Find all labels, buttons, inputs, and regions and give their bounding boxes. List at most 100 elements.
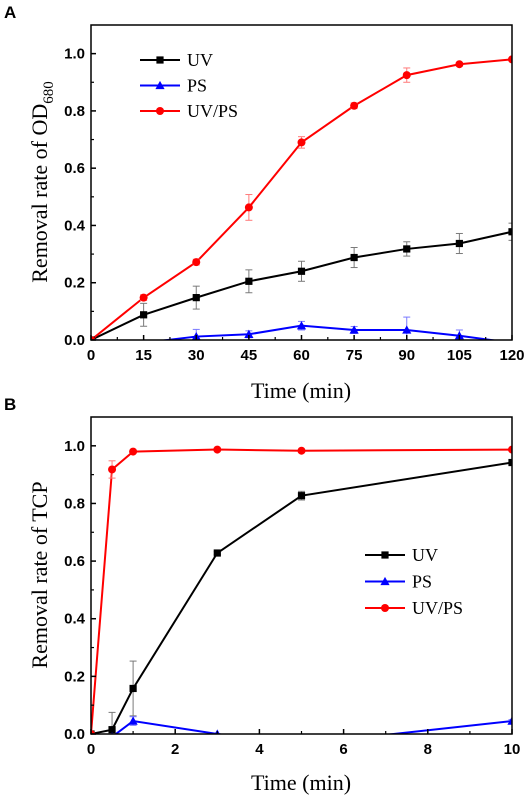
panel-a-series-lines — [91, 58, 512, 340]
panel-a-legend-marker-uv — [156, 56, 164, 64]
panel-a-point-uv-7 — [455, 239, 463, 248]
panel-a-markers — [91, 55, 512, 340]
panel-a-x-tick-label-2: 30 — [188, 347, 205, 364]
panel-a-x-axis-title: Time (min) — [251, 378, 351, 403]
panel-a-legend-item-uv: UV — [140, 50, 213, 70]
panel-b-letter: B — [4, 395, 16, 414]
panel-b-y-tick-label-3: 0.6 — [64, 553, 85, 570]
panel-a-y-tick-label-4: 0.8 — [64, 103, 85, 120]
panel-b-x-tick-label-5: 10 — [504, 741, 521, 758]
panel-b-point-uv-3 — [213, 549, 221, 557]
panel-b-legend-marker-uv-ps — [381, 604, 389, 612]
panel-a-point-uv-8 — [508, 228, 512, 236]
panel-b-ticks: 0 2 4 6 8 10 0.0 0.2 0.4 0.6 0.8 1.0 — [64, 438, 520, 758]
panel-a-point-uv-ps-0 — [91, 336, 95, 340]
panel-a-y-tick-label-0: 0.0 — [64, 332, 85, 349]
panel-b-point-uv-ps-5 — [508, 445, 512, 454]
panel-b-x-axis-title: Time (min) — [251, 770, 351, 795]
panel-b-y-tick-label-1: 0.2 — [64, 668, 85, 685]
panel-a-point-uv-ps-6 — [402, 71, 411, 80]
panel-a-point-uv-5 — [350, 253, 358, 262]
panel-b-legend-item-uv: UV — [365, 545, 438, 565]
panel-b-y-axis-title-main: Removal rate of TCP — [27, 481, 52, 668]
panel-b-legend-item-uv-ps: UV/PS — [365, 598, 463, 618]
panel-a-plot — [91, 55, 512, 340]
panel-a-x-tick-label-8: 120 — [499, 347, 524, 364]
panel-a-legend: UV PS UV/PS — [140, 50, 238, 121]
panel-a: A 0 15 30 45 60 75 90 105 1200.00.20.40.60.81.0 … — [4, 3, 525, 403]
panel-a-point-uv-3 — [245, 277, 253, 285]
panel-b-legend-label-ps: PS — [412, 572, 432, 592]
panel-a-y-tick-label-1: 0.2 — [64, 275, 85, 292]
panel-a-point-ps-4 — [296, 321, 307, 330]
panel-b-legend-marker-uv — [381, 551, 389, 559]
panel-a-point-uv-6 — [403, 245, 411, 253]
panel-a-point-uv-ps-3 — [244, 203, 253, 212]
panel-b-point-uv-4 — [297, 492, 306, 500]
panel-a-x-tick-label-4: 60 — [293, 347, 310, 364]
panel-a-point-uv-4 — [297, 267, 306, 275]
panel-a-point-ps-5 — [349, 325, 359, 334]
panel-b-point-uv-ps-4 — [297, 446, 306, 455]
panel-b-frame — [90, 416, 513, 735]
panel-b-x-tick-label-2: 4 — [255, 741, 264, 758]
panel-b-line-uv-ps — [91, 448, 512, 734]
panel-b-point-ps-2 — [128, 716, 138, 725]
panel-a-frame — [90, 24, 513, 341]
panel-a-x-tick-label-6: 90 — [398, 347, 415, 364]
panel-a-point-uv-1 — [140, 311, 148, 319]
panel-a-errorbar-uv-8 — [508, 222, 512, 241]
panel-a-x-tick-label-3: 45 — [241, 347, 258, 364]
panel-a-point-uv-ps-2 — [192, 258, 201, 267]
panel-b-point-uv-ps-2 — [129, 447, 138, 456]
panel-b-point-ps-5 — [507, 716, 512, 725]
panel-b-point-uv-1 — [108, 726, 116, 734]
panel-a-legend-label-uv: UV — [187, 50, 213, 70]
panel-a-legend-item-uv-ps: UV/PS — [140, 101, 238, 121]
panel-b-x-tick-label-0: 0 — [87, 741, 95, 758]
panel-b-legend-marker-ps — [380, 576, 390, 586]
panel-b-y-axis-title: Removal rate of TCP — [27, 481, 52, 668]
panel-a-point-uv-ps-4 — [297, 138, 306, 147]
panel-b-point-uv-ps-1 — [108, 465, 117, 474]
panel-a-point-ps-3 — [244, 329, 254, 338]
panel-a-point-ps-6 — [402, 325, 412, 334]
panel-b-x-tick-label-3: 6 — [339, 741, 347, 758]
panel-b-legend-item-ps: PS — [365, 572, 432, 592]
panel-a-legend-marker-uv-ps — [156, 107, 164, 115]
panel-b-x-tick-label-4: 8 — [424, 741, 432, 758]
panel-b-point-ps-4 — [297, 739, 306, 747]
panel-a-legend-label-uv-ps: UV/PS — [187, 101, 238, 121]
panel-b-y-tick-label-4: 0.8 — [64, 495, 85, 512]
panel-b-x-tick-label-1: 2 — [171, 741, 179, 758]
panel-a-legend-item-ps: PS — [140, 76, 207, 96]
panel-a-letter: A — [4, 3, 16, 22]
panel-a-legend-marker-ps — [155, 80, 165, 90]
panel-a-x-tick-label-0: 0 — [87, 347, 95, 364]
panel-a-x-tick-label-1: 15 — [135, 347, 152, 364]
panel-b-point-uv-ps-3 — [213, 445, 222, 454]
panel-b-legend-label-uv: UV — [412, 545, 438, 565]
panel-a-y-axis-title: Removal rate of OD680 — [27, 81, 57, 283]
panel-b-legend-label-uv-ps: UV/PS — [412, 598, 463, 618]
panel-b-point-uv-5 — [508, 458, 512, 467]
panel-b-point-uv-ps-0 — [91, 730, 95, 734]
panel-a-legend-label-ps: PS — [187, 76, 207, 96]
panel-b-y-tick-label-5: 1.0 — [64, 438, 85, 455]
panel-b-y-tick-label-0: 0.0 — [64, 726, 85, 743]
panel-a-x-tick-label-7: 105 — [447, 347, 472, 364]
panel-b-line-ps — [91, 719, 512, 734]
panel-a-y-axis-title-main: Removal rate of OD — [27, 104, 52, 283]
panel-a-point-uv-ps-8 — [508, 55, 512, 64]
panel-a-point-uv-2 — [192, 294, 200, 302]
panel-b-legend: UV PS UV/PS — [365, 545, 463, 618]
panel-a-line-uv-ps — [91, 58, 512, 340]
panel-a-point-uv-ps-7 — [455, 60, 464, 69]
panel-a-x-tick-label-5: 75 — [346, 347, 363, 364]
panel-b-point-uv-2 — [129, 684, 137, 693]
panel-b-y-tick-label-2: 0.4 — [64, 611, 86, 628]
panel-a-y-tick-label-2: 0.4 — [64, 217, 86, 234]
panel-b-plot — [91, 445, 512, 747]
panel-a-y-tick-label-3: 0.6 — [64, 160, 85, 177]
